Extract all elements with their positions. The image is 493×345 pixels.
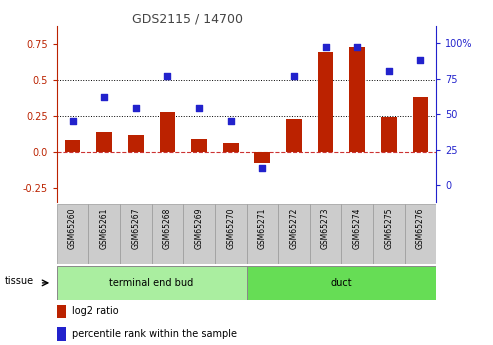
Text: GSM65267: GSM65267 xyxy=(131,208,141,249)
Point xyxy=(164,73,172,78)
Point xyxy=(417,57,424,63)
Bar xyxy=(381,117,397,152)
Point xyxy=(69,118,76,124)
Bar xyxy=(57,204,88,264)
Text: GDS2115 / 14700: GDS2115 / 14700 xyxy=(132,12,243,25)
Point xyxy=(195,106,203,111)
Bar xyxy=(286,119,302,152)
Bar xyxy=(65,140,80,152)
Text: GSM65270: GSM65270 xyxy=(226,208,235,249)
Text: GSM65273: GSM65273 xyxy=(321,208,330,249)
Text: GSM65271: GSM65271 xyxy=(258,208,267,249)
Bar xyxy=(254,152,270,163)
Bar xyxy=(183,204,215,264)
Text: tissue: tissue xyxy=(4,276,34,286)
Text: duct: duct xyxy=(331,278,352,288)
Text: GSM65272: GSM65272 xyxy=(289,208,298,249)
Bar xyxy=(160,112,176,152)
Bar xyxy=(96,132,112,152)
Point xyxy=(385,69,393,74)
Text: GSM65261: GSM65261 xyxy=(100,208,108,249)
Bar xyxy=(223,143,239,152)
Text: GSM65275: GSM65275 xyxy=(385,208,393,249)
Bar xyxy=(120,204,152,264)
Point xyxy=(290,73,298,78)
Bar xyxy=(413,97,428,152)
Text: percentile rank within the sample: percentile rank within the sample xyxy=(72,329,237,339)
Text: GSM65260: GSM65260 xyxy=(68,208,77,249)
Point xyxy=(353,45,361,50)
Bar xyxy=(57,327,66,341)
Point xyxy=(100,94,108,100)
Text: log2 ratio: log2 ratio xyxy=(72,306,118,316)
Bar xyxy=(405,204,436,264)
Bar xyxy=(246,204,278,264)
Bar xyxy=(278,204,310,264)
Text: GSM65269: GSM65269 xyxy=(195,208,204,249)
Bar xyxy=(310,204,341,264)
Point xyxy=(258,165,266,171)
Bar xyxy=(128,135,143,152)
Bar xyxy=(341,204,373,264)
Bar xyxy=(373,204,405,264)
Bar xyxy=(57,305,66,318)
Point xyxy=(132,106,140,111)
Bar xyxy=(57,266,246,300)
Bar xyxy=(88,204,120,264)
Text: GSM65268: GSM65268 xyxy=(163,208,172,249)
Bar xyxy=(191,139,207,152)
Bar xyxy=(350,47,365,152)
Bar xyxy=(246,266,436,300)
Bar xyxy=(152,204,183,264)
Point xyxy=(321,45,329,50)
Text: GSM65276: GSM65276 xyxy=(416,208,425,249)
Point xyxy=(227,118,235,124)
Bar xyxy=(317,52,333,152)
Text: terminal end bud: terminal end bud xyxy=(109,278,194,288)
Bar xyxy=(215,204,246,264)
Text: GSM65274: GSM65274 xyxy=(352,208,362,249)
